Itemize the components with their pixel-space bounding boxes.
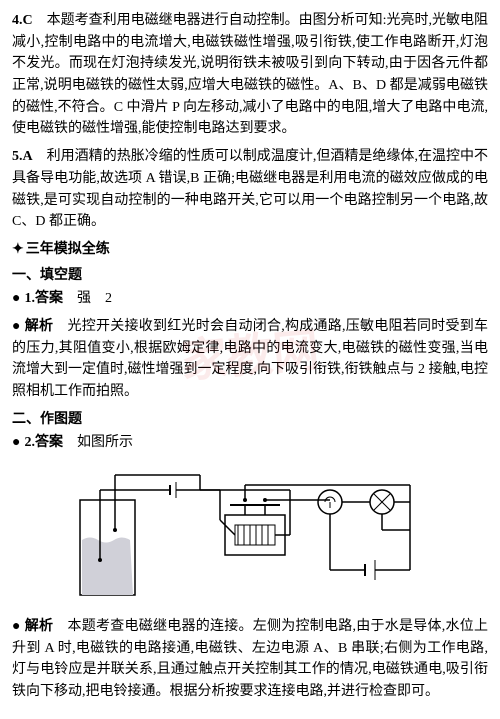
question-5: 5.A 利用酒精的热胀冷缩的性质可以制成温度计,但酒精是绝缘体,在温控中不具备导… — [12, 146, 488, 233]
e2-text: 本题考查电磁继电器的连接。左侧为控制电路,由于水是导体,水位上升到 A 时,电磁… — [12, 619, 488, 699]
a1-head: 答案 — [35, 291, 63, 306]
e1-head: 解析 — [25, 319, 54, 334]
subsection-2: 二、作图题 — [12, 409, 488, 431]
section-title: 三年模拟全练 — [12, 239, 488, 261]
e1-text: 光控开关接收到红光时会自动闭合,构成通路,压敏电阻若同时受到车的压力,其阻值变小… — [12, 319, 488, 399]
answer-1: 1.答案 强 2 — [12, 288, 488, 310]
a1-text: 强 2 — [63, 291, 112, 306]
subsection-1: 一、填空题 — [12, 265, 488, 287]
explain-1: 解析 光控开关接收到红光时会自动闭合,构成通路,压敏电阻若同时受到车的压力,其阻… — [12, 316, 488, 403]
q5-text: 利用酒精的热胀冷缩的性质可以制成温度计,但酒精是绝缘体,在温控中不具备导电功能,… — [12, 149, 488, 229]
a1-num: 1. — [24, 291, 35, 306]
q4-num: 4.C — [12, 13, 33, 28]
a2-num: 2. — [24, 435, 35, 450]
q4-text: 本题考查利用电磁继电器进行自动控制。由图分析可知:光亮时,光敏电阻减小,控制电路… — [12, 13, 488, 136]
question-4: 4.C 本题考查利用电磁继电器进行自动控制。由图分析可知:光亮时,光敏电阻减小,… — [12, 10, 488, 140]
q5-num: 5.A — [12, 149, 33, 164]
a2-head: 答案 — [35, 435, 63, 450]
circuit-figure — [70, 460, 430, 610]
explain-2: 解析 本题考查电磁继电器的连接。左侧为控制电路,由于水是导体,水位上升到 A 时… — [12, 616, 488, 703]
a2-text: 如图所示 — [63, 435, 133, 450]
e2-head: 解析 — [25, 619, 54, 634]
answer-2: 2.答案 如图所示 — [12, 432, 488, 454]
